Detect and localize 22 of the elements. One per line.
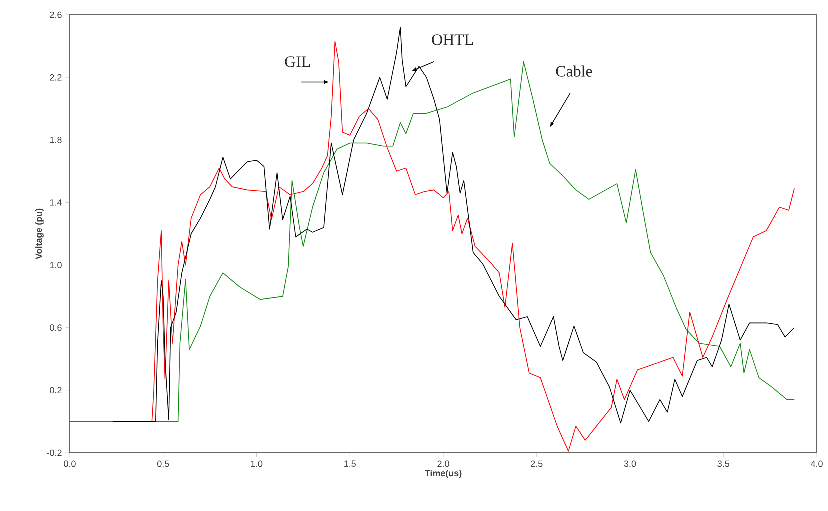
- y-axis-title: Voltage (pu): [36, 208, 44, 260]
- y-tick-label: 1.8: [50, 136, 62, 144]
- y-tick-label: 2.6: [50, 12, 62, 18]
- x-axis-title: Time(us): [425, 470, 462, 478]
- series-label: GIL: [285, 56, 310, 68]
- y-tick-label: 1.4: [50, 200, 62, 206]
- x-tick-label: 4.0: [810, 460, 823, 468]
- x-tick-label: 1.0: [251, 460, 263, 468]
- x-tick-label: 2.5: [531, 460, 543, 468]
- x-tick-label: 1.5: [344, 460, 356, 468]
- y-tick-label: 1.0: [50, 262, 62, 268]
- y-tick-label: 0.6: [50, 324, 62, 332]
- y-tick-label: -0.2: [47, 450, 62, 456]
- series-label: OHTL: [432, 34, 474, 46]
- series-label: Cable: [556, 66, 592, 77]
- x-tick-label: 3.0: [624, 460, 636, 468]
- x-tick-label: 3.5: [718, 460, 730, 468]
- y-tick-label: 0.2: [50, 387, 62, 394]
- x-tick-label: 2.0: [438, 460, 450, 468]
- x-tick-label: 0.0: [64, 460, 76, 468]
- y-tick-label: 2.2: [50, 74, 62, 81]
- x-tick-label: 0.5: [157, 460, 170, 468]
